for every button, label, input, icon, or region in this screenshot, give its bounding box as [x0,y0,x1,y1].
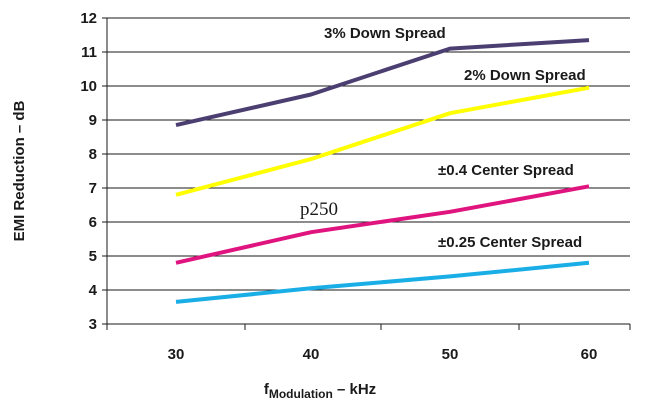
y-axis-title: EMI Reduction – dB [11,100,28,241]
x-tick-label-30: 30 [168,346,185,363]
series-label-3pct-down: 3% Down Spread [324,25,446,42]
series-line-2 [175,184,590,265]
annotation-p250: p250 [300,199,338,220]
x-axis-title-main: f [264,381,270,398]
series-label-0-4-center: ±0.4 Center Spread [438,162,574,179]
y-tick-label-11: 11 [81,44,97,61]
y-tick-label-4: 4 [89,282,98,299]
series-lines [175,38,590,304]
x-axis-title: fModulation – kHz [264,381,376,401]
x-tick-label-40: 40 [303,346,320,363]
x-tick-labels: 30 40 50 60 [106,324,631,363]
y-tick-label-8: 8 [89,146,97,163]
series-labels: 3% Down Spread 2% Down Spread ±0.4 Cente… [324,25,586,251]
y-tick-labels: 3 4 5 6 7 8 9 10 11 12 [80,10,97,333]
x-tick-label-50: 50 [442,346,459,363]
y-tick-label-5: 5 [89,248,97,265]
series-line-3 [175,260,590,304]
y-tick-label-7: 7 [89,180,97,197]
axes [106,18,630,325]
series-line-0 [175,38,590,128]
x-axis-title-rest: – kHz [333,381,376,398]
y-tick-label-12: 12 [80,10,97,27]
series-label-2pct-down: 2% Down Spread [464,67,586,84]
series-label-0-25-center: ±0.25 Center Spread [438,234,582,251]
x-axis-title-sub: Modulation [269,387,333,401]
y-tick-label-3: 3 [89,316,97,333]
y-tick-label-9: 9 [89,112,97,129]
y-tick-label-10: 10 [80,78,97,95]
series-line-1 [175,85,590,197]
y-tick-label-6: 6 [89,214,97,231]
x-tick-label-60: 60 [581,346,598,363]
